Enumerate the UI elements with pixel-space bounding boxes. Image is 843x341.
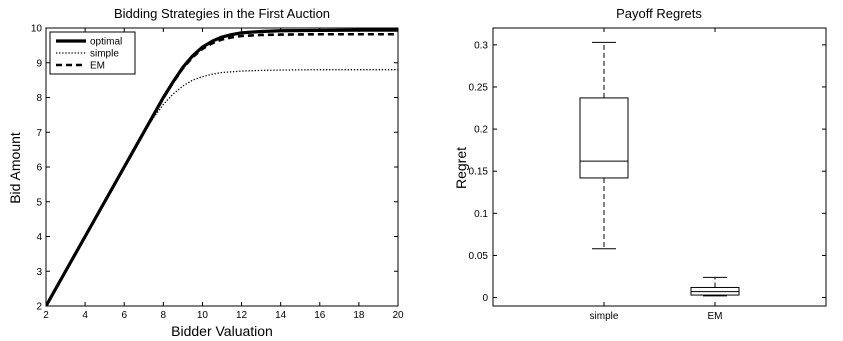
series-line-simple	[46, 69, 398, 306]
chart1-legend-box	[49, 31, 136, 75]
chart1-y-tick-label: 3	[36, 267, 42, 278]
chart1-x-tick-label: 8	[161, 310, 167, 321]
chart1-x-tick-label: 12	[236, 310, 248, 321]
chart1-y-tick-label: 9	[36, 58, 42, 69]
chart2-x-tick-label: simple	[590, 311, 619, 322]
chart1-plot-frame	[45, 27, 399, 307]
legend-label-em: EM	[90, 61, 105, 72]
chart2-y-tick-label: 0.3	[474, 40, 488, 51]
chart1-x-tick-label: 18	[353, 310, 365, 321]
series-line-optimal	[46, 28, 398, 306]
chart2-y-tick-label: 0.15	[469, 167, 489, 178]
legend-label-simple: simple	[90, 49, 119, 60]
chart2-y-tick-label: 0	[482, 293, 488, 304]
chart1-series-lines	[46, 28, 398, 306]
chart1-x-tick-label: 16	[314, 310, 326, 321]
bidding-strategies-chart: Bidding Strategies in the First Auction …	[7, 6, 404, 339]
legend-label-optimal: optimal	[90, 37, 122, 48]
chart1-x-tick-label: 4	[82, 310, 88, 321]
chart1-x-axis-label: Bidder Valuation	[171, 323, 273, 339]
chart1-x-tick-label: 14	[275, 310, 287, 321]
chart2-plot-frame	[492, 27, 827, 307]
chart1-y-tick-label: 5	[36, 197, 42, 208]
chart2-y-tick-label: 0.1	[474, 209, 488, 220]
boxplot-em	[690, 276, 740, 297]
boxplot-simple	[579, 41, 629, 250]
chart1-y-tick-label: 10	[31, 24, 43, 35]
chart2-y-axis-label: Regret	[453, 147, 469, 189]
chart2-x-tick-label: EM	[708, 311, 723, 322]
chart1-y-tick-label: 7	[36, 128, 42, 139]
payoff-regrets-chart: Payoff Regrets Regret 0 0.05 0.1 0.15 0.2 0.2…	[453, 6, 827, 322]
iqr-box	[579, 97, 629, 179]
chart1-y-tick-label: 8	[36, 93, 42, 104]
chart1-title: Bidding Strategies in the First Auction	[114, 6, 330, 21]
chart1-y-tick-label: 6	[36, 163, 42, 174]
chart1-y-tick-label: 4	[36, 232, 42, 243]
chart1-x-tick-label: 20	[392, 310, 404, 321]
series-line-em	[46, 32, 398, 306]
chart1-y-tick-label: 2	[36, 302, 42, 313]
chart2-boxplots	[579, 41, 740, 297]
chart2-axis-ticks: 0 0.05 0.1 0.15 0.2 0.25 0.3 simple EM	[469, 28, 826, 322]
chart2-y-tick-label: 0.25	[469, 82, 489, 93]
chart1-x-tick-label: 6	[121, 310, 127, 321]
chart2-y-tick-label: 0.2	[474, 125, 488, 136]
chart2-y-tick-label: 0.05	[469, 251, 489, 262]
chart1-y-axis-label: Bid Amount	[7, 132, 23, 204]
chart1-x-tick-label: 2	[43, 310, 49, 321]
chart1-x-tick-label: 10	[197, 310, 209, 321]
chart2-title: Payoff Regrets	[616, 6, 702, 21]
